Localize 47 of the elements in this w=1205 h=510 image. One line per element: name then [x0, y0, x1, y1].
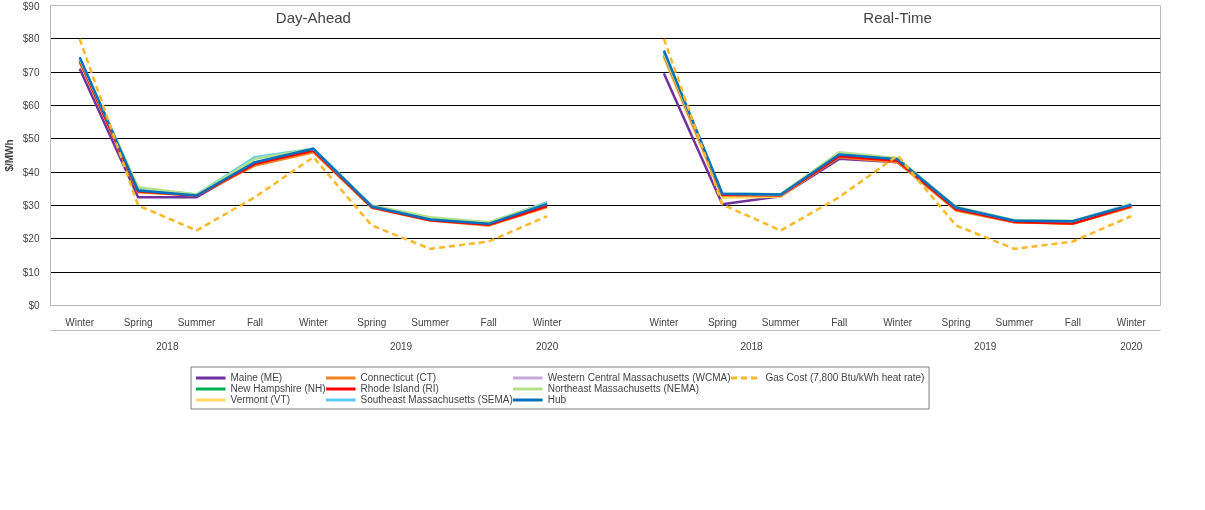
legend-label: Southeast Massachusetts (SEMA) — [360, 393, 513, 405]
x-tick-label: Winter — [1116, 316, 1147, 328]
y-tick-label: $40 — [22, 166, 40, 178]
legend-label: Maine (ME) — [230, 371, 283, 383]
y-tick-label: $60 — [22, 100, 40, 111]
x-tick-label: Spring — [357, 316, 387, 328]
x-tick-label: Spring — [707, 316, 737, 328]
y-axis-title: $/MWh — [3, 139, 15, 172]
x-tick-label: Summer — [411, 316, 450, 328]
y-tick-label: $70 — [22, 66, 40, 78]
y-tick-label: $30 — [22, 200, 40, 211]
text: 2018 — [740, 340, 764, 352]
y-tick-label: $0 — [28, 300, 40, 311]
x-tick-label: Summer — [995, 316, 1035, 328]
x-tick-label: Winter — [65, 316, 95, 328]
legend-label: Gas Cost (7,800 Btu/kWh heat rate) — [765, 371, 925, 383]
x-tick-label: Winter — [649, 316, 680, 328]
legend-label: Connecticut (CT) — [360, 371, 437, 383]
legend-label: New Hampshire (NH) — [230, 382, 326, 394]
legend-label: Rhode Island (RI) — [360, 382, 439, 394]
text: 2018 — [156, 340, 179, 352]
y-tick-label: $50 — [22, 133, 40, 145]
legend-label: Hub — [547, 393, 568, 405]
x-tick-label: Fall — [1064, 316, 1081, 328]
y-tick-label: $20 — [22, 233, 40, 245]
x-tick-label: Summer — [761, 316, 801, 328]
x-tick-label: Winter — [298, 316, 329, 328]
text: 2019 — [974, 340, 997, 352]
y-tick-label: $90 — [22, 0, 40, 12]
legend-label: Vermont (VT) — [230, 393, 290, 405]
x-tick-label: Fall — [480, 316, 497, 328]
y-tick-label: $80 — [22, 33, 40, 45]
x-tick-label: Spring — [941, 316, 971, 328]
text: 2019 — [389, 340, 413, 352]
x-tick-label: Fall — [246, 316, 264, 328]
annotation: Day-Ahead — [275, 8, 351, 26]
x-tick-label: Fall — [831, 316, 848, 328]
text: 2020 — [1120, 340, 1143, 352]
x-tick-label: Summer — [177, 316, 217, 328]
text: 2020 — [535, 340, 559, 352]
x-tick-label: Spring — [123, 316, 153, 328]
annotation: Real-Time — [863, 8, 932, 26]
legend-label: Northeast Massachusetts (NEMA) — [547, 382, 699, 394]
x-tick-label: Winter — [883, 316, 913, 328]
legend-label: Western Central Massachusetts (WCMA) — [547, 371, 731, 383]
x-tick-label: Winter — [532, 316, 563, 328]
y-tick-label: $10 — [22, 266, 40, 278]
